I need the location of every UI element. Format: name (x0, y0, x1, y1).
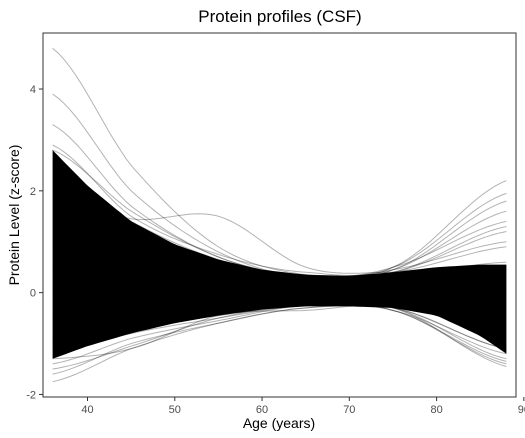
profile-line (52, 190, 507, 274)
profile-line (52, 180, 507, 280)
profile-line (52, 301, 507, 367)
profile-line (52, 144, 507, 276)
y-tick-label: 0 (30, 288, 36, 300)
profile-line (52, 296, 507, 319)
axes: 40 50 60 70 80 90 -2 0 2 4 (26, 84, 525, 416)
profile-lines (52, 47, 507, 383)
x-tick-label: 60 (256, 404, 268, 416)
y-tick-label: 2 (30, 186, 36, 198)
profile-line (52, 266, 507, 289)
profile-line (52, 304, 507, 360)
x-tick-label: 40 (81, 404, 93, 416)
y-tick-label: -2 (26, 389, 36, 401)
profile-line (52, 159, 507, 279)
profile-line (52, 302, 507, 355)
y-axis-label: Protein Level (z-score) (6, 145, 22, 286)
profile-line (52, 124, 507, 279)
chart-title: Protein profiles (CSF) (198, 7, 361, 26)
profile-line (52, 175, 507, 277)
profile-line (52, 47, 507, 279)
profile-line (52, 164, 507, 280)
profile-line (52, 304, 507, 375)
x-tick-label: 80 (430, 404, 442, 416)
profile-line (52, 302, 507, 365)
y-tick-label: 4 (30, 84, 36, 96)
profile-line (52, 303, 507, 370)
profile-line (52, 301, 507, 339)
profile-line (52, 215, 507, 279)
profile-line (52, 149, 507, 280)
x-tick-label: 70 (343, 404, 355, 416)
profile-line (52, 93, 507, 279)
profile-line (52, 241, 507, 284)
x-axis-label: Age (years) (243, 415, 315, 431)
x-tick-label: 50 (169, 404, 181, 416)
profile-line (52, 305, 507, 383)
x-tick-label: 90 (518, 404, 525, 416)
plot-panel-border (42, 32, 517, 398)
dense-profile-band (52, 150, 507, 359)
